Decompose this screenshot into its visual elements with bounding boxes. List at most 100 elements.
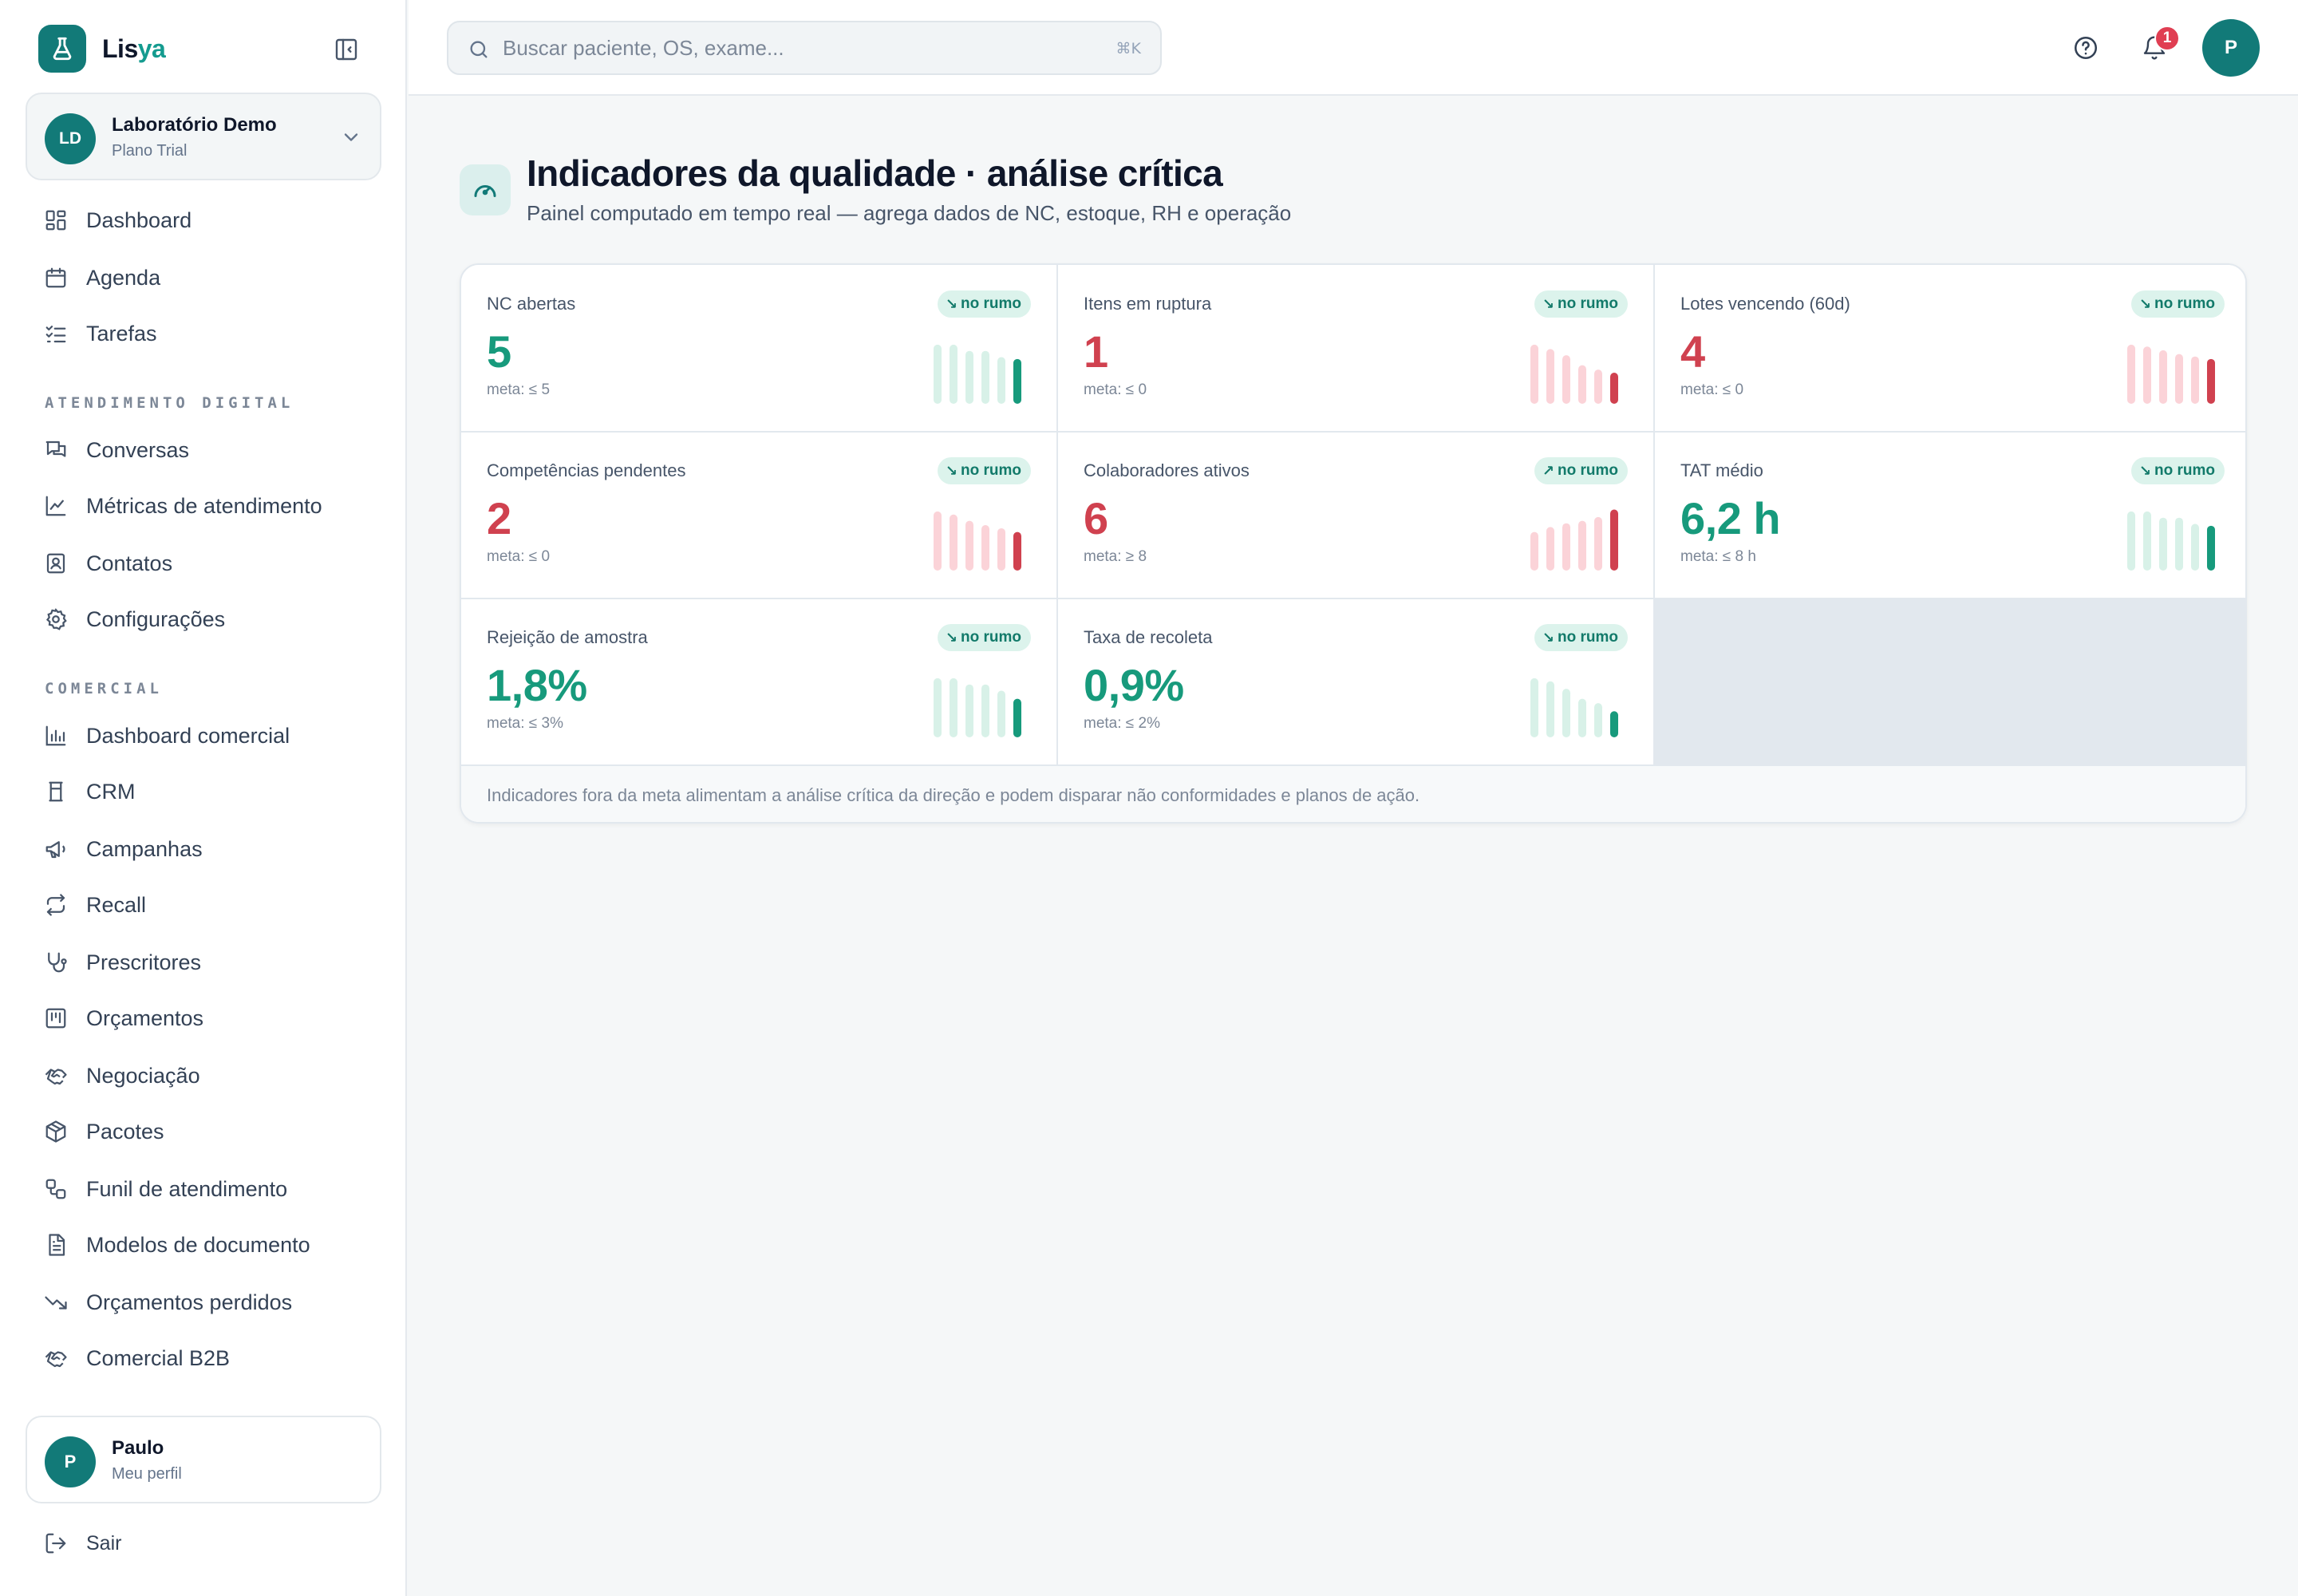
- status-badge: ↘ no rumo: [2130, 290, 2225, 318]
- sparkline-chart: [934, 344, 1021, 404]
- empty-cell: [1655, 598, 2245, 764]
- brand[interactable]: Lisya: [38, 25, 166, 73]
- indicator-target: meta: ≤ 0: [487, 548, 551, 565]
- calendar-icon: [43, 265, 69, 290]
- status-badge: ↘ no rumo: [937, 290, 1031, 318]
- indicator-value: 2: [487, 493, 511, 543]
- sidebar-item-funil-atendimento[interactable]: Funil de atendimento: [26, 1165, 381, 1213]
- logout-icon: [43, 1531, 69, 1556]
- indicator-card-nc-abertas[interactable]: NC abertas 5 meta: ≤ 5 ↘ no rumo: [461, 265, 1056, 431]
- sparkline-bar: [2175, 354, 2183, 404]
- sidebar-collapse-icon[interactable]: [332, 35, 361, 64]
- status-label: no rumo: [961, 629, 1021, 646]
- sparkline-bar: [1610, 373, 1618, 404]
- profile-card[interactable]: P Paulo Meu perfil: [26, 1416, 381, 1503]
- sidebar-item-label: Comercial B2B: [86, 1345, 231, 1370]
- sidebar-item-label: Dashboard: [86, 207, 192, 232]
- sidebar-item-dashboard-comercial[interactable]: Dashboard comercial: [26, 712, 381, 760]
- sparkline-chart: [2127, 511, 2215, 571]
- sidebar-item-crm[interactable]: CRM: [26, 768, 381, 816]
- sparkline-bar: [2159, 517, 2167, 571]
- indicator-card-lotes-vencendo[interactable]: Lotes vencendo (60d) 4 meta: ≤ 0 ↘ no rumo: [1655, 265, 2245, 431]
- search-input[interactable]: [503, 32, 1061, 64]
- indicator-card-taxa-de-recoleta[interactable]: Taxa de recoleta 0,9% meta: ≤ 2% ↘ no rumo: [1058, 598, 1653, 764]
- sidebar-item-label: Tarefas: [86, 321, 157, 346]
- organization-switcher[interactable]: LD Laboratório Demo Plano Trial: [26, 93, 381, 180]
- sidebar-item-label: Prescritores: [86, 950, 202, 974]
- status-label: no rumo: [961, 295, 1021, 312]
- repeat-icon: [43, 892, 69, 918]
- indicator-label: Lotes vencendo (60d): [1680, 294, 1850, 314]
- sparkline-bar: [2127, 344, 2135, 404]
- indicator-value: 6: [1084, 493, 1108, 543]
- indicator-card-competencias-pendentes[interactable]: Competências pendentes 2 meta: ≤ 0 ↘ no rumo: [461, 432, 1056, 598]
- sparkline-bar: [1610, 509, 1618, 571]
- sidebar-item-modelos-documento[interactable]: Modelos de documento: [26, 1221, 381, 1269]
- sidebar-item-dashboard[interactable]: Dashboard: [26, 196, 381, 244]
- sidebar-item-label: Configurações: [86, 606, 226, 631]
- panel-footer-note: Indicadores fora da meta alimentam a aná…: [487, 785, 1420, 805]
- sidebar-item-campanhas[interactable]: Campanhas: [26, 825, 381, 873]
- sidebar-item-label: Modelos de documento: [86, 1232, 310, 1257]
- sparkline-bar: [2159, 350, 2167, 404]
- sidebar-item-label: Agenda: [86, 265, 161, 290]
- indicator-card-itens-em-ruptura[interactable]: Itens em ruptura 1 meta: ≤ 0 ↘ no rumo: [1058, 265, 1653, 431]
- sparkline-bar: [2127, 511, 2135, 571]
- sparkline-bar: [981, 350, 989, 404]
- sidebar-item-configuracoes[interactable]: Configurações: [26, 595, 381, 643]
- kanban-icon: [43, 1005, 69, 1031]
- trending-down-icon: ↘: [945, 629, 958, 646]
- sparkline-chart: [2127, 344, 2215, 404]
- sidebar-item-prescritores[interactable]: Prescritores: [26, 938, 381, 986]
- handshake-icon: [43, 1063, 69, 1088]
- sparkline-bar: [965, 520, 973, 571]
- profile-subtitle: Meu perfil: [112, 1465, 182, 1483]
- sidebar-item-negociacao[interactable]: Negociação: [26, 1052, 381, 1100]
- sparkline-bar: [1530, 678, 1538, 737]
- indicators-grid: NC abertas 5 meta: ≤ 5 ↘ no rumo Itens em rup…: [461, 265, 2245, 764]
- grid-divider: [461, 598, 2245, 599]
- dashboard-icon: [43, 207, 69, 233]
- status-badge: ↘ no rumo: [937, 457, 1031, 484]
- sparkline-bar: [934, 344, 942, 404]
- sparkline-bar: [1530, 344, 1538, 404]
- search-icon: [470, 41, 488, 58]
- sidebar-item-pacotes[interactable]: Pacotes: [26, 1108, 381, 1156]
- indicator-target: meta: ≤ 0: [1084, 381, 1147, 398]
- status-badge: ↘ no rumo: [1534, 624, 1628, 651]
- status-label: no rumo: [2154, 295, 2215, 312]
- sidebar-item-agenda[interactable]: Agenda: [26, 254, 381, 302]
- indicator-value: 6,2 h: [1680, 493, 1781, 543]
- sparkline-bar: [1594, 703, 1602, 737]
- search-box[interactable]: ⌘K: [447, 21, 1162, 75]
- trending-down-icon: ↘: [2138, 295, 2151, 312]
- status-badge: ↘ no rumo: [1534, 290, 1628, 318]
- sidebar-item-conversas[interactable]: Conversas: [26, 426, 381, 474]
- logout-button[interactable]: Sair: [26, 1519, 381, 1567]
- sidebar-item-comercial-b2b[interactable]: Comercial B2B: [26, 1334, 381, 1382]
- brand-name: Lisya: [102, 34, 166, 63]
- help-icon[interactable]: [2070, 32, 2102, 64]
- indicator-card-rejeicao-de-amostra[interactable]: Rejeição de amostra 1,8% meta: ≤ 3% ↘ no rum…: [461, 598, 1056, 764]
- sidebar-item-metricas-atendimento[interactable]: Métricas de atendimento: [26, 482, 381, 530]
- sidebar-item-tarefas[interactable]: Tarefas: [26, 310, 381, 358]
- status-label: no rumo: [1558, 295, 1618, 312]
- user-avatar[interactable]: P: [2202, 19, 2260, 77]
- sparkline-bar: [965, 350, 973, 404]
- sidebar-item-label: Métricas de atendimento: [86, 493, 322, 518]
- topbar: ⌘K 1 P: [409, 0, 2298, 96]
- indicator-label: Rejeição de amostra: [487, 627, 648, 647]
- sidebar-item-orcamentos[interactable]: Orçamentos: [26, 994, 381, 1042]
- sparkline-chart: [1530, 509, 1618, 571]
- sparkline-bar: [981, 525, 989, 571]
- sidebar-item-orcamentos-perdidos[interactable]: Orçamentos perdidos: [26, 1278, 381, 1326]
- indicator-card-tat-medio[interactable]: TAT médio 6,2 h meta: ≤ 8 h ↘ no rumo: [1655, 432, 2245, 598]
- indicators-panel: NC abertas 5 meta: ≤ 5 ↘ no rumo Itens em rup…: [460, 263, 2247, 824]
- indicator-card-colaboradores-ativos[interactable]: Colaboradores ativos 6 meta: ≥ 8 ↗ no rumo: [1058, 432, 1653, 598]
- indicator-value: 1,8%: [487, 660, 587, 710]
- sparkline-bar: [1578, 520, 1586, 571]
- sparkline-bar: [1546, 681, 1554, 737]
- sidebar-item-contatos[interactable]: Contatos: [26, 539, 381, 587]
- sidebar-item-recall[interactable]: Recall: [26, 881, 381, 929]
- sparkline-bar: [1578, 698, 1586, 737]
